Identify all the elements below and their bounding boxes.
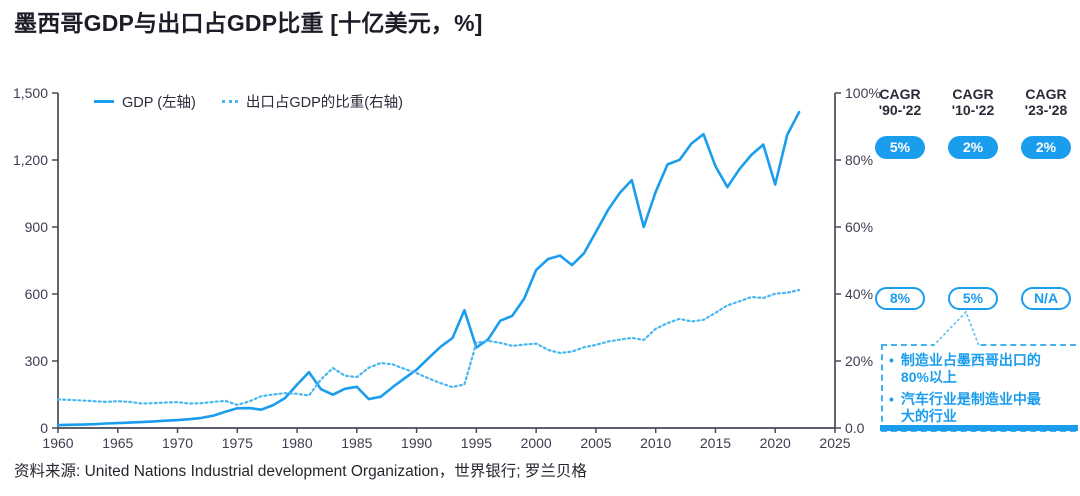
- gdp-cagr-badge-10-22: 2%: [948, 136, 998, 159]
- x-axis-tick-label: 2020: [760, 435, 791, 451]
- left-axis-tick-label: 0: [40, 420, 48, 436]
- right-axis-tick-label: 40%: [845, 286, 873, 302]
- cagr-title: CAGR: [879, 86, 921, 102]
- callout-bottom-bar: [880, 425, 1078, 431]
- x-axis-tick-label: 1975: [222, 435, 253, 451]
- x-axis-tick-label: 1990: [401, 435, 432, 451]
- right-axis-tick-label: 0.0: [845, 420, 865, 436]
- x-axis-tick-label: 1995: [461, 435, 492, 451]
- left-axis-tick-label: 300: [25, 353, 49, 369]
- exports-cagr-badge-90-22: 8%: [875, 287, 925, 310]
- exports-line-swatch-icon: [221, 100, 238, 103]
- callout-bullet-1: • 制造业占墨西哥出口的80%以上: [889, 352, 1079, 385]
- x-axis-tick-label: 2025: [819, 435, 850, 451]
- cagr-period: '23-'28: [1024, 102, 1068, 118]
- x-axis-tick-label: 1965: [102, 435, 133, 451]
- exports-cagr-badge-23-28: N/A: [1021, 287, 1071, 310]
- bullet-dot-icon: •: [889, 391, 894, 407]
- gdp-line-swatch-icon: [94, 100, 114, 103]
- right-axis-tick-label: 100%: [845, 85, 881, 101]
- cagr-header-row: CAGR '90-'22 CAGR '10-'22 CAGR '23-'28: [866, 86, 1080, 118]
- gdp-cagr-badge-23-28: 2%: [1021, 136, 1071, 159]
- callout-bullet-2: • 汽车行业是制造业中最大的行业: [889, 391, 1079, 424]
- left-axis-tick-label: 600: [25, 286, 49, 302]
- callout-bullet-1-text: 制造业占墨西哥出口的80%以上: [900, 352, 1041, 385]
- manufacturing-callout-box: • 制造业占墨西哥出口的80%以上 • 汽车行业是制造业中最大的行业: [881, 344, 1080, 432]
- cagr-period: '10-'22: [951, 102, 995, 118]
- legend-label-exports: 出口占GDP的比重(右轴): [245, 95, 403, 111]
- gdp-cagr-badge-90-22: 5%: [875, 136, 925, 159]
- exports-share-line-series: [56, 288, 801, 406]
- source-text: 资料来源: United Nations Industrial developm…: [14, 463, 587, 480]
- left-axis-tick-label: 900: [25, 219, 49, 235]
- cagr-gdp-cell-1: 5%: [866, 136, 934, 159]
- callout-pointer-icon: [932, 310, 980, 347]
- bullet-dot-icon: •: [889, 352, 894, 368]
- right-axis-tick-label: 80%: [845, 152, 873, 168]
- exports-cagr-badge-10-22: 5%: [948, 287, 998, 310]
- cagr-exports-cell-3: N/A: [1012, 287, 1080, 310]
- left-axis-tick-label: 1,200: [13, 152, 48, 168]
- callout-bullet-2-text: 汽车行业是制造业中最大的行业: [900, 391, 1041, 424]
- cagr-gdp-cell-2: 2%: [939, 136, 1007, 159]
- cagr-header-23-28: CAGR '23-'28: [1012, 86, 1080, 118]
- x-axis-tick-label: 1970: [162, 435, 193, 451]
- left-axis-tick-label: 1,500: [13, 85, 48, 101]
- cagr-exports-badge-row: 8% 5% N/A: [866, 287, 1080, 310]
- cagr-exports-cell-2: 5%: [939, 287, 1007, 310]
- legend-item-gdp: GDP (左轴): [94, 91, 196, 112]
- x-axis-tick-label: 2000: [521, 435, 552, 451]
- cagr-gdp-badge-row: 5% 2% 2%: [866, 136, 1080, 159]
- legend-item-exports: 出口占GDP的比重(右轴): [221, 91, 403, 112]
- cagr-gdp-cell-3: 2%: [1012, 136, 1080, 159]
- cagr-exports-cell-1: 8%: [866, 287, 934, 310]
- gdp-line-series: [56, 110, 801, 427]
- cagr-period: '90-'22: [878, 102, 922, 118]
- legend-label-gdp: GDP (左轴): [122, 95, 196, 111]
- cagr-header-10-22: CAGR '10-'22: [939, 86, 1007, 118]
- x-axis-tick-label: 1960: [42, 435, 73, 451]
- right-axis-tick-label: 60%: [845, 219, 873, 235]
- x-axis-tick-label: 1980: [281, 435, 312, 451]
- x-axis-tick-label: 2010: [640, 435, 671, 451]
- x-axis-tick-label: 1985: [341, 435, 372, 451]
- x-axis-tick-label: 2015: [700, 435, 731, 451]
- chart-legend: GDP (左轴) 出口占GDP的比重(右轴): [94, 91, 403, 112]
- page-title: 墨西哥GDP与出口占GDP比重 [十亿美元，%]: [14, 10, 483, 36]
- right-axis-tick-label: 20%: [845, 353, 873, 369]
- cagr-title: CAGR: [1025, 86, 1067, 102]
- cagr-header-90-22: CAGR '90-'22: [866, 86, 934, 118]
- x-axis-tick-label: 2005: [580, 435, 611, 451]
- cagr-title: CAGR: [952, 86, 994, 102]
